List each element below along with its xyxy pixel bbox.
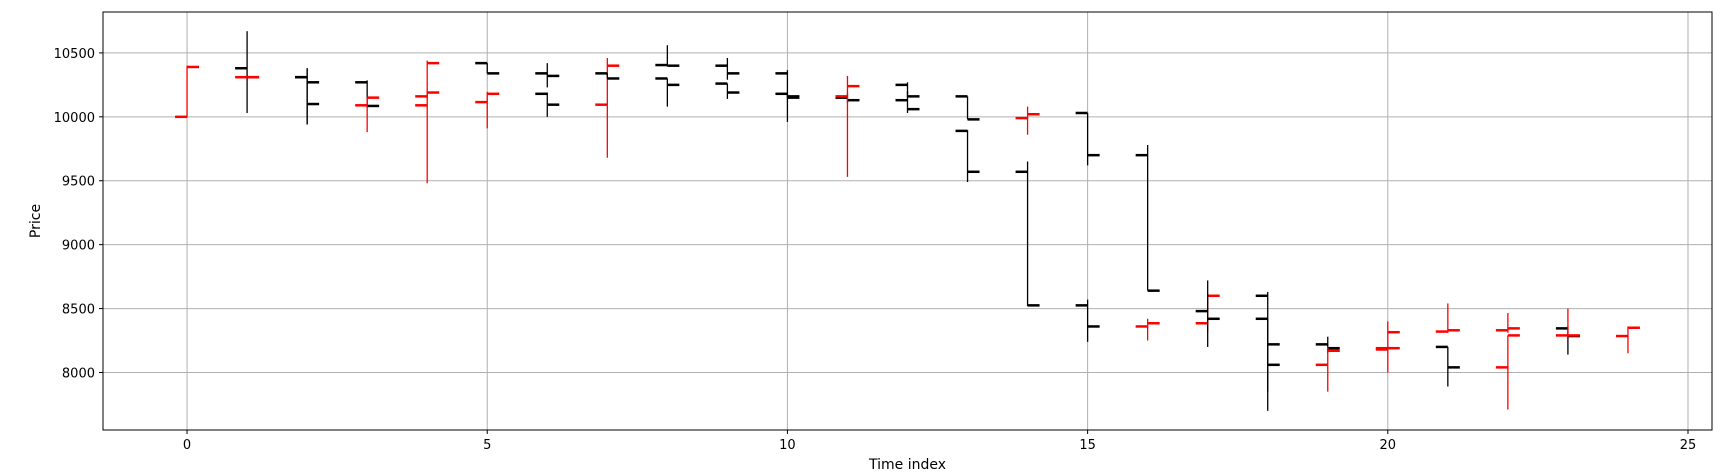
bars-layer [175,31,1640,411]
plot-frame [102,11,1713,431]
y-tick-label: 9000 [62,239,95,254]
ohlc-bar [235,31,260,113]
ohlc-bar [1615,326,1640,354]
x-tick-label: 20 [1380,438,1397,453]
grid-layer [103,12,1712,430]
ohlc-bar [475,61,500,75]
y-tick-label: 8500 [62,303,95,318]
ohlc-bar [1375,346,1400,350]
ohlc-bar [475,91,500,129]
y-tick-label: 9500 [62,175,95,190]
ohlc-bar [1015,106,1040,135]
y-tick-label: 10000 [54,111,95,126]
ohlc-bar [835,75,860,177]
ohlc-bar [355,96,380,133]
ohlc-bar [1555,308,1580,337]
ohlc-bar [1435,345,1460,387]
ohlc-bar [895,82,920,98]
ohlc-bar [1375,321,1400,373]
x-tick-label: 0 [183,438,191,453]
ohlc-bar [415,60,440,99]
ohlc-bar [595,72,620,80]
x-tick-label: 5 [483,438,491,453]
ohlc-bar [715,82,740,99]
ohlc-bar [1195,280,1220,347]
y-axis-label: Price [28,204,44,238]
ohlc-bar [1435,303,1460,333]
ohlc-bar [955,129,980,183]
ohlc-bar [1255,317,1280,411]
x-tick-label: 15 [1079,438,1096,453]
ohlc-bar [655,77,680,107]
ohlc-bar [655,45,680,67]
ohlc-bar [1075,111,1100,166]
y-tick-label: 8000 [62,366,95,381]
ohlc-bar [1315,346,1340,392]
ohlc-bar [955,95,980,121]
ohlc-bar [415,91,440,184]
ohlc-bar [1495,334,1520,410]
ohlc-bar [535,92,560,117]
ohlc-bar [175,65,200,119]
ohlc-bar [1135,318,1160,341]
ohlc-bar [535,63,560,88]
ticks-layer: 0 5 10 15 20 25 8000 8500 9000 9500 10000 10500 [54,47,1697,453]
x-tick-label: 10 [779,438,796,453]
x-tick-label: 25 [1680,438,1697,453]
ohlc-bar [295,68,320,125]
y-tick-label: 10500 [54,47,95,62]
ohlc-bar [1075,299,1100,342]
ohlc-bar [1015,161,1040,307]
ohlc-bar [775,92,800,98]
x-axis-label: Time index [868,457,946,473]
ohlc-bar [1135,144,1160,292]
ohlc-bar [715,58,740,80]
ohlc-bar [1495,313,1520,333]
